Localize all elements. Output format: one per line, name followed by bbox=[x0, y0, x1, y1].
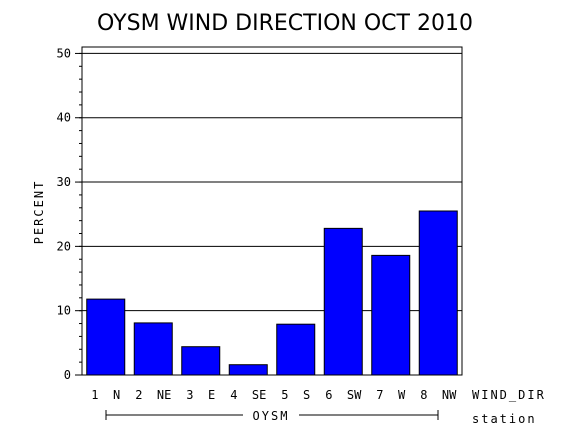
plot-frame bbox=[81, 46, 463, 376]
x-axis: 1 N 2 NE 3 E 4 SE 5 S 6 SW 7 W 8 NW bbox=[91, 388, 457, 402]
y-axis: 0 10 20 30 40 50 bbox=[57, 46, 82, 382]
x-tick-label: 5 S bbox=[281, 388, 310, 402]
chart-title: OYSM WIND DIRECTION OCT 2010 bbox=[97, 11, 473, 36]
x-axis-label: WIND_DIR bbox=[472, 388, 546, 402]
x-tick-label: 4 SE bbox=[230, 388, 266, 402]
y-tick-label: 20 bbox=[57, 239, 71, 253]
bar bbox=[228, 364, 268, 376]
bar bbox=[276, 323, 316, 376]
bar bbox=[86, 298, 126, 376]
x-tick-label: 7 W bbox=[376, 388, 406, 402]
group-label-bg bbox=[243, 407, 299, 423]
y-axis-label: PERCENT bbox=[32, 180, 46, 245]
y-tick-label: 30 bbox=[57, 175, 71, 189]
bar bbox=[418, 210, 458, 376]
bar bbox=[371, 254, 411, 376]
y-tick-label: 0 bbox=[64, 368, 71, 382]
y-tick-label: 50 bbox=[57, 46, 71, 60]
bars bbox=[86, 210, 458, 376]
x-tick-label: 8 NW bbox=[420, 388, 457, 402]
group-axis-label: station bbox=[472, 412, 537, 426]
bar bbox=[181, 346, 221, 376]
y-tick-label: 40 bbox=[57, 111, 71, 125]
x-tick-label: 1 N bbox=[91, 388, 120, 402]
group-label: OYSM bbox=[253, 409, 290, 423]
x-tick-label: 3 E bbox=[186, 388, 215, 402]
x-tick-label: 6 SW bbox=[325, 388, 362, 402]
bar bbox=[133, 322, 173, 376]
x-tick-label: 2 NE bbox=[135, 388, 171, 402]
y-tick-label: 10 bbox=[57, 304, 71, 318]
bar bbox=[323, 227, 363, 376]
